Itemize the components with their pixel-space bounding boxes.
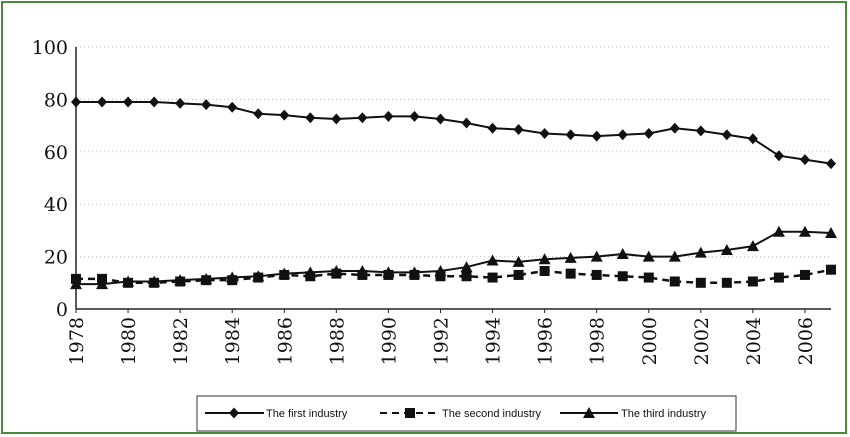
data-point <box>71 97 81 108</box>
y-tick-labels: 0 20 40 60 80 100 <box>32 37 68 321</box>
x-tick-label: 1980 <box>118 317 140 365</box>
x-tick-label: 1986 <box>274 317 296 365</box>
data-point <box>383 111 393 122</box>
data-point <box>774 273 784 283</box>
data-point <box>540 266 550 276</box>
data-point <box>540 128 550 139</box>
x-tick-label: 1990 <box>378 317 400 365</box>
x-tick-label: 1982 <box>170 317 192 365</box>
data-point <box>409 111 419 122</box>
data-point <box>566 269 576 279</box>
y-tick-label: 80 <box>44 89 68 111</box>
data-point <box>201 99 211 110</box>
x-tick-label: 1996 <box>535 317 557 365</box>
data-point <box>592 131 602 142</box>
data-point <box>800 154 810 165</box>
y-tick-label: 40 <box>44 194 68 216</box>
data-point <box>696 125 706 136</box>
x-tick-label: 2000 <box>639 317 661 365</box>
x-tick-label: 1988 <box>326 317 348 365</box>
x-tick-label: 2002 <box>691 317 713 365</box>
series-lines <box>70 97 837 290</box>
data-point <box>305 112 315 123</box>
x-tick-label: 2004 <box>743 317 765 365</box>
data-point <box>514 270 524 280</box>
y-tick-label: 60 <box>44 142 68 164</box>
data-point <box>644 128 654 139</box>
data-point <box>488 273 498 283</box>
x-tick-label: 1978 <box>66 317 88 365</box>
data-point <box>227 102 237 113</box>
x-tick-labels: 1978 1980 1982 1984 1986 1988 1990 1992 1994 1996… <box>66 309 817 365</box>
x-tick-label: 1992 <box>430 317 452 365</box>
data-point <box>462 271 472 281</box>
data-point <box>253 108 263 119</box>
x-tick-label: 1998 <box>587 317 609 365</box>
series-1 <box>71 97 836 170</box>
data-point <box>722 278 732 288</box>
legend-label: The third industry <box>621 408 706 420</box>
data-point <box>748 133 758 144</box>
data-point <box>357 112 367 123</box>
data-point <box>774 150 784 161</box>
data-point <box>618 129 628 140</box>
data-point <box>279 110 289 121</box>
data-point <box>488 123 498 134</box>
data-point <box>123 97 133 108</box>
data-point <box>331 114 341 125</box>
data-point <box>97 97 107 108</box>
data-point <box>696 278 706 288</box>
data-point <box>747 240 759 251</box>
data-point <box>826 158 836 169</box>
data-point <box>592 270 602 280</box>
legend: The first industry The second industry The… <box>197 396 736 431</box>
series-line <box>76 102 831 164</box>
data-point <box>670 276 680 286</box>
y-tick-label: 100 <box>32 37 68 59</box>
data-point <box>644 273 654 283</box>
data-point <box>670 123 680 134</box>
data-point <box>149 97 159 108</box>
data-point <box>514 124 524 135</box>
data-point <box>462 117 472 128</box>
data-point <box>722 129 732 140</box>
x-tick-label: 1994 <box>483 317 505 365</box>
series-line <box>76 270 831 283</box>
x-tick-label: 1984 <box>222 317 244 365</box>
x-tick-label: 2006 <box>795 317 817 365</box>
y-tick-label: 20 <box>44 247 68 269</box>
data-point <box>618 271 628 281</box>
data-point <box>826 265 836 275</box>
legend-marker <box>405 408 415 418</box>
legend-label: The second industry <box>442 408 542 420</box>
data-point <box>748 276 758 286</box>
data-point <box>800 270 810 280</box>
legend-label: The first industry <box>266 408 348 420</box>
gridlines <box>76 47 831 257</box>
data-point <box>566 129 576 140</box>
data-point <box>435 114 445 125</box>
